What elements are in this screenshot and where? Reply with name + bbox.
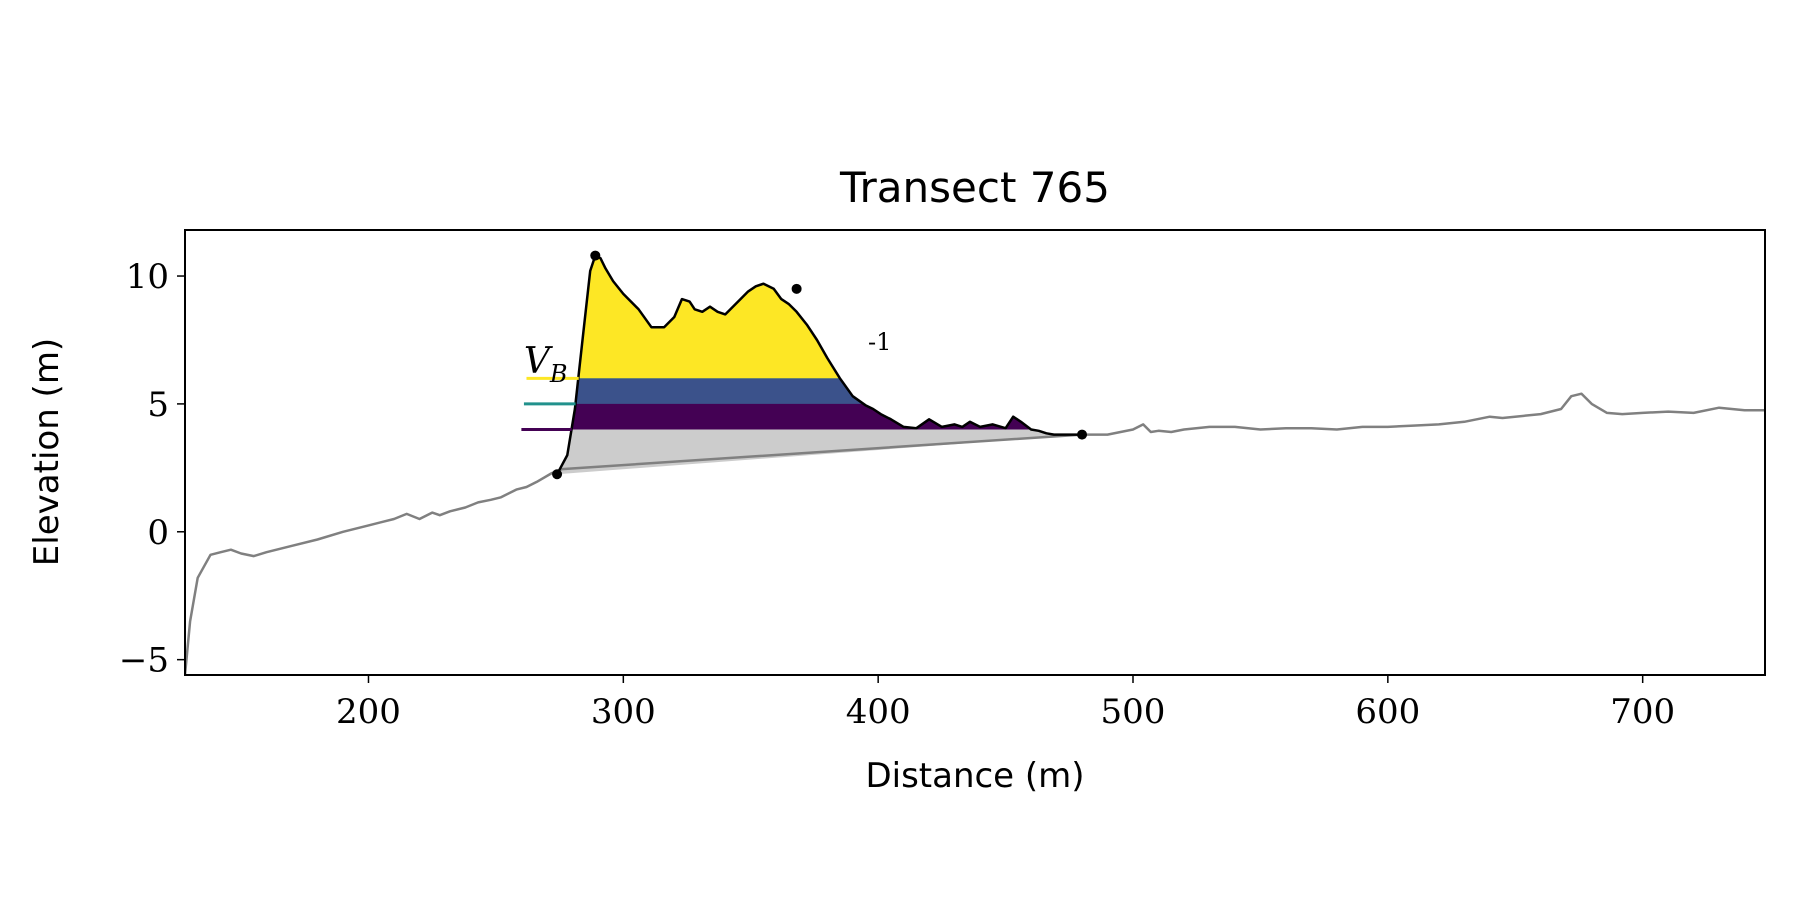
plot-frame xyxy=(184,229,1766,676)
level-band-top xyxy=(578,255,839,379)
terrain-profile-line xyxy=(185,392,1765,675)
x-tick-label: 200 xyxy=(336,692,401,732)
y-tick-label: −5 xyxy=(119,641,169,681)
y-tick-label: 5 xyxy=(147,385,169,425)
annotation-2: -1 xyxy=(868,328,891,356)
marker-point-3 xyxy=(791,283,802,294)
annotation-subscript: B xyxy=(549,360,568,388)
y-axis: −5 0 5 10 xyxy=(119,257,185,681)
x-axis-label: Distance (m) xyxy=(865,756,1084,796)
x-tick-label: 700 xyxy=(1610,692,1675,732)
annotation-1: VB xyxy=(524,341,568,388)
x-tick-label: 500 xyxy=(1101,692,1166,732)
y-tick-label: 0 xyxy=(147,513,169,553)
dune-profile-line xyxy=(555,254,1082,475)
marker-point-4 xyxy=(1077,429,1088,440)
annotations-layer: VB -1 xyxy=(521,328,891,431)
marker-point-1 xyxy=(552,469,563,480)
chart-title: Transect 765 xyxy=(839,163,1110,212)
y-axis-label: Elevation (m) xyxy=(27,338,67,566)
series-layer xyxy=(185,254,1765,675)
x-axis: 200 300 400 500 600 700 xyxy=(336,675,1675,732)
plot-area xyxy=(185,250,1765,675)
level-bands-layer xyxy=(572,255,1030,430)
x-tick-label: 300 xyxy=(591,692,656,732)
x-tick-label: 600 xyxy=(1355,692,1420,732)
x-tick-label: 400 xyxy=(846,692,911,732)
marker-point-2 xyxy=(590,250,601,261)
y-tick-label: 10 xyxy=(126,257,169,297)
markers-layer xyxy=(552,250,1088,480)
